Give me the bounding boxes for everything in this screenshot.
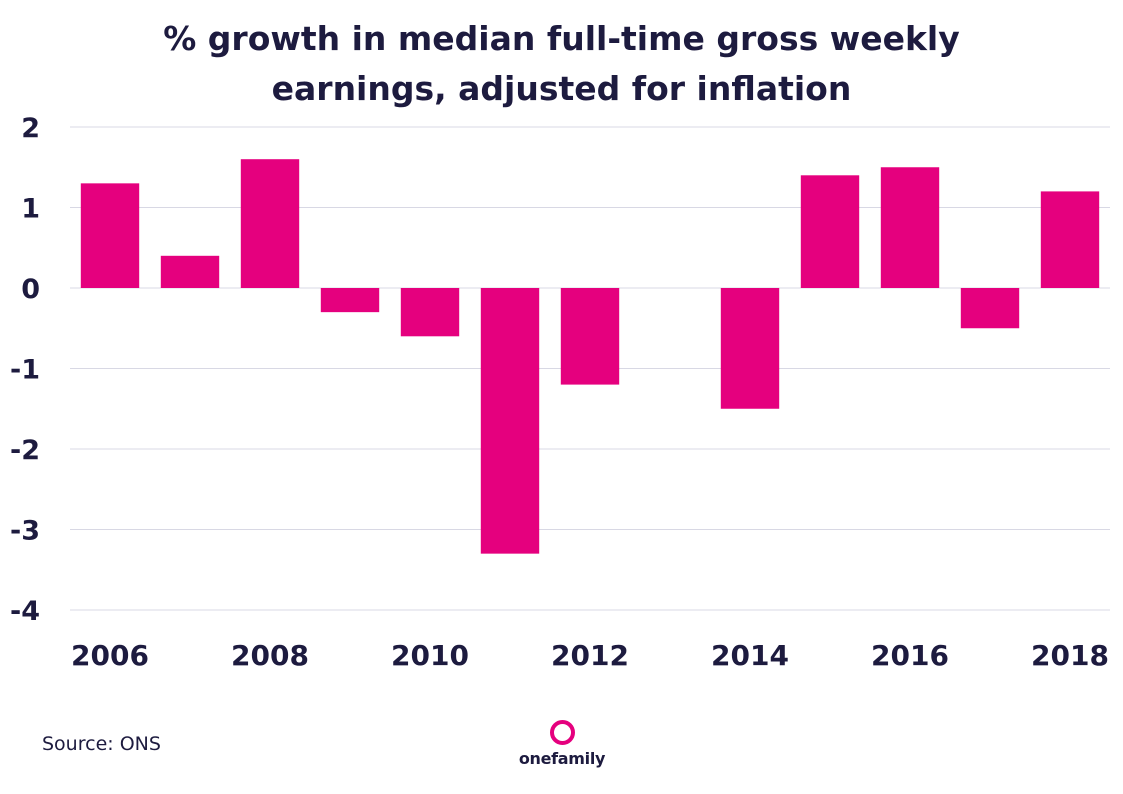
y-tick-label: -4 [10, 596, 40, 627]
bar-2006 [80, 183, 140, 288]
y-tick-label: 1 [21, 194, 40, 225]
logo-text: onefamily [518, 749, 606, 768]
bars [80, 159, 1100, 554]
onefamily-logo: onefamily [512, 718, 612, 768]
x-tick-label: 2014 [711, 639, 789, 672]
bar-2007 [160, 255, 220, 288]
bar-2010 [400, 288, 460, 337]
bar-2008 [240, 159, 300, 288]
bar-2012 [560, 288, 620, 385]
x-tick-label: 2010 [391, 639, 469, 672]
y-tick-label: -3 [10, 516, 40, 547]
chart-title: % growth in median full-time gross weekl… [0, 14, 1123, 114]
x-tick-label: 2012 [551, 639, 629, 672]
chart-title-line-2: earnings, adjusted for inflation [271, 69, 852, 108]
bar-chart: 2 1 0 -1 -2 -3 -4 2006 2008 2010 2012 2014 2016 2018 [10, 113, 1110, 672]
bar-2011 [480, 288, 540, 554]
y-tick-label: 2 [21, 113, 40, 144]
x-tick-label: 2008 [231, 639, 309, 672]
x-tick-label: 2018 [1031, 639, 1109, 672]
bar-2009 [320, 288, 380, 313]
bar-2017 [960, 288, 1020, 329]
chart-title-line-1: % growth in median full-time gross weekl… [163, 19, 960, 58]
x-tick-label: 2016 [871, 639, 949, 672]
source-note: Source: ONS [42, 733, 161, 755]
x-tick-label: 2006 [71, 639, 149, 672]
logo-ring-icon [549, 720, 575, 745]
x-axis-ticks: 2006 2008 2010 2012 2014 2016 2018 [71, 639, 1109, 672]
bar-2018 [1040, 191, 1100, 288]
y-tick-label: -2 [10, 435, 40, 466]
y-axis-ticks: 2 1 0 -1 -2 -3 -4 [10, 113, 40, 627]
bar-2016 [880, 167, 940, 288]
bar-2015 [800, 175, 860, 288]
y-tick-label: 0 [21, 274, 40, 305]
y-tick-label: -1 [10, 355, 40, 386]
bar-2014 [720, 288, 780, 409]
